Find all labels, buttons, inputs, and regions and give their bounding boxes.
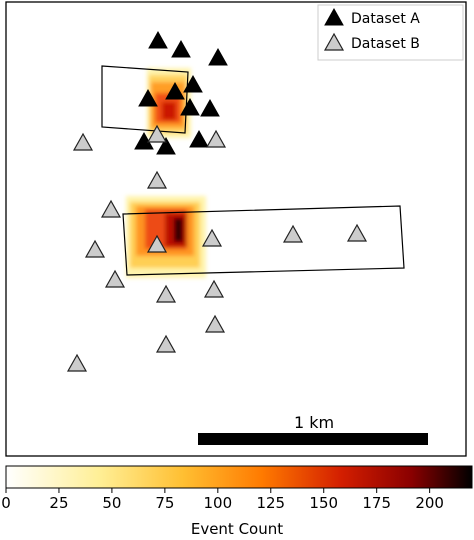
colorbar-tick-label: 150	[309, 494, 338, 512]
map-frame	[5, 1, 467, 457]
legend-marker-dataset-b	[323, 32, 345, 51]
colorbar-tick-label: 175	[362, 494, 391, 512]
colorbar-tick-label: 125	[256, 494, 285, 512]
region-box-lower	[122, 205, 405, 276]
dataset-b-marker	[201, 228, 223, 247]
dataset-b-marker	[204, 314, 226, 333]
dataset-b-markers	[66, 124, 368, 372]
dataset-b-marker	[66, 353, 88, 372]
colorbar-tick-label: 100	[203, 494, 232, 512]
legend-label-dataset-b: Dataset B	[351, 36, 420, 52]
dataset-b-marker	[72, 132, 94, 151]
dataset-a-marker	[200, 98, 220, 117]
dataset-a-marker	[208, 47, 228, 66]
dataset-a-marker	[148, 30, 168, 49]
dataset-a-marker	[189, 129, 209, 148]
dataset-b-marker	[346, 223, 368, 242]
heat-cell	[174, 218, 183, 242]
colorbar: 0 25 50 75 100 125 150 175 200 Event Count	[1, 465, 473, 538]
colorbar-ticks: 0 25 50 75 100 125 150 175 200	[1, 488, 444, 512]
colorbar-tick-label: 50	[102, 494, 121, 512]
region-box-upper	[101, 65, 189, 134]
scale-bar: 1 km	[198, 413, 428, 445]
heat-cell	[162, 102, 176, 120]
dataset-b-marker	[84, 239, 106, 258]
dataset-a-marker	[183, 74, 203, 93]
colorbar-gradient	[5, 465, 473, 489]
dataset-b-marker	[100, 199, 122, 218]
colorbar-tick-label: 0	[1, 494, 11, 512]
dataset-a-markers	[134, 30, 228, 155]
legend-label-dataset-a: Dataset A	[351, 11, 420, 27]
legend-marker-dataset-a	[324, 7, 344, 26]
colorbar-tick-label: 25	[49, 494, 68, 512]
colorbar-tick-label: 200	[415, 494, 444, 512]
scalebar-label: 1 km	[294, 413, 334, 432]
dataset-b-marker	[155, 284, 177, 303]
dataset-b-marker	[155, 334, 177, 353]
dataset-b-marker	[282, 224, 304, 243]
legend-box	[317, 4, 464, 61]
dataset-a-marker	[138, 88, 158, 107]
dataset-b-marker	[146, 170, 168, 189]
dataset-b-marker	[104, 269, 126, 288]
dataset-a-marker	[156, 136, 176, 155]
dataset-b-marker	[146, 124, 168, 143]
legend: Dataset A Dataset B	[317, 4, 464, 61]
dataset-a-marker	[165, 81, 185, 100]
colorbar-tick-label: 75	[155, 494, 174, 512]
dataset-b-marker	[146, 234, 168, 253]
dataset-b-marker	[203, 279, 225, 298]
dataset-b-marker	[205, 129, 227, 148]
dataset-a-marker	[171, 39, 191, 58]
scalebar-bar	[198, 433, 428, 445]
dataset-a-marker	[180, 97, 200, 116]
colorbar-label: Event Count	[191, 520, 283, 538]
